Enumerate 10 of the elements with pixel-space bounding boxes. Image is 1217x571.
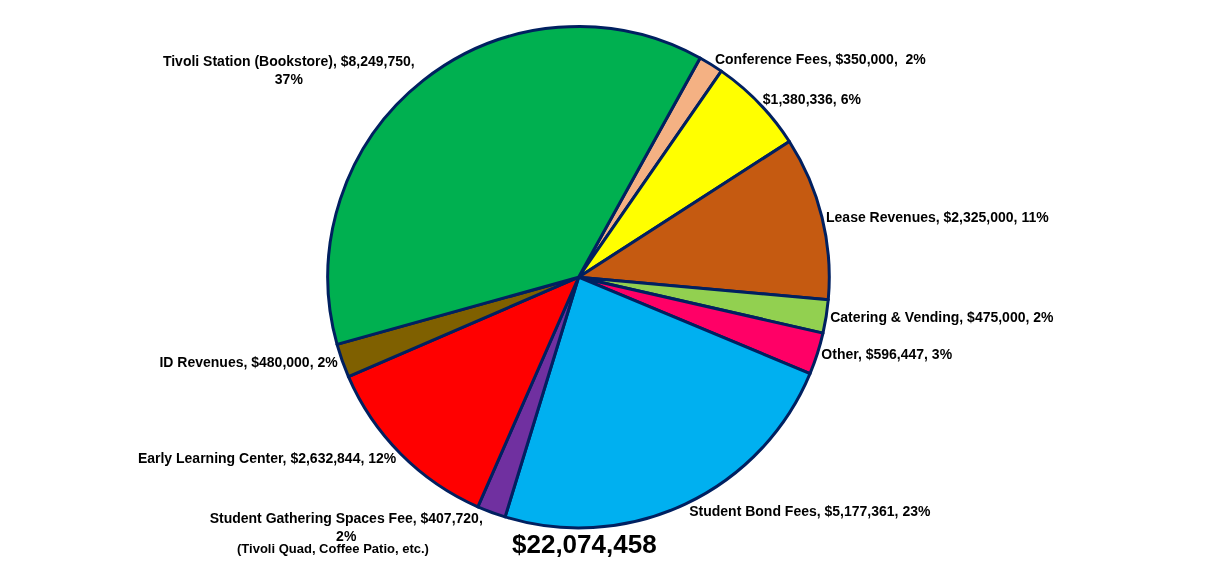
slice-label: Tivoli Station (Bookstore), $8,249,750, 37% (162, 52, 415, 87)
slice-label: Student Bond Fees, $5,177,361, 23% (689, 502, 931, 519)
slice-label: Other, $596,447, 3% (821, 346, 953, 363)
slice-label: ID Revenues, $480,000, 2% (159, 353, 339, 370)
data-label: $1,380,336, 6% (762, 91, 862, 108)
slice-label: Lease Revenues, $2,325,000, 11% (826, 208, 1050, 225)
slice-label: Conference Fees, $350,000, 2% (714, 50, 927, 67)
slice-label: Catering & Vending, $475,000, 2% (830, 308, 1055, 325)
slice-label: Early Learning Center, $2,632,844, 12% (137, 449, 397, 466)
text: $22,074,458 (512, 529, 657, 559)
